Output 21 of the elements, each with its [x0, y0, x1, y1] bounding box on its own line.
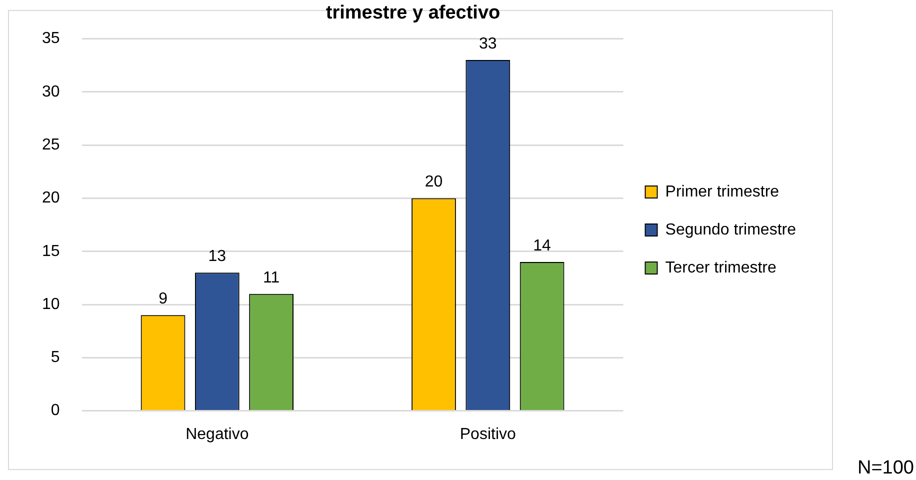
y-tick-label: 15	[42, 242, 60, 260]
chart-title: trimestre y afectivo	[326, 2, 500, 24]
data-label: 11	[263, 269, 280, 286]
text: N=100	[857, 458, 914, 479]
y-tick-label: 5	[50, 349, 60, 366]
y-tick-label: 10	[42, 296, 60, 313]
y-tick-label: 30	[42, 83, 60, 100]
data-label: 14	[533, 237, 552, 254]
legend-label: Segundo trimestre	[665, 221, 796, 238]
legend-label: Primer trimestre	[665, 183, 780, 200]
y-tick-label: 25	[42, 136, 60, 154]
data-label: 33	[479, 35, 497, 52]
y-tick-label: 20	[42, 190, 60, 207]
x-tick-label: Positivo	[460, 426, 516, 443]
data-label: 13	[208, 248, 226, 266]
data-label: 20	[424, 174, 443, 191]
data-label: 9	[158, 290, 168, 308]
legend-label: Tercer trimestre	[665, 259, 776, 276]
y-tick-label: 0	[50, 402, 60, 420]
x-tick-label: Negativo	[186, 426, 249, 443]
y-tick-label: 35	[42, 30, 60, 48]
